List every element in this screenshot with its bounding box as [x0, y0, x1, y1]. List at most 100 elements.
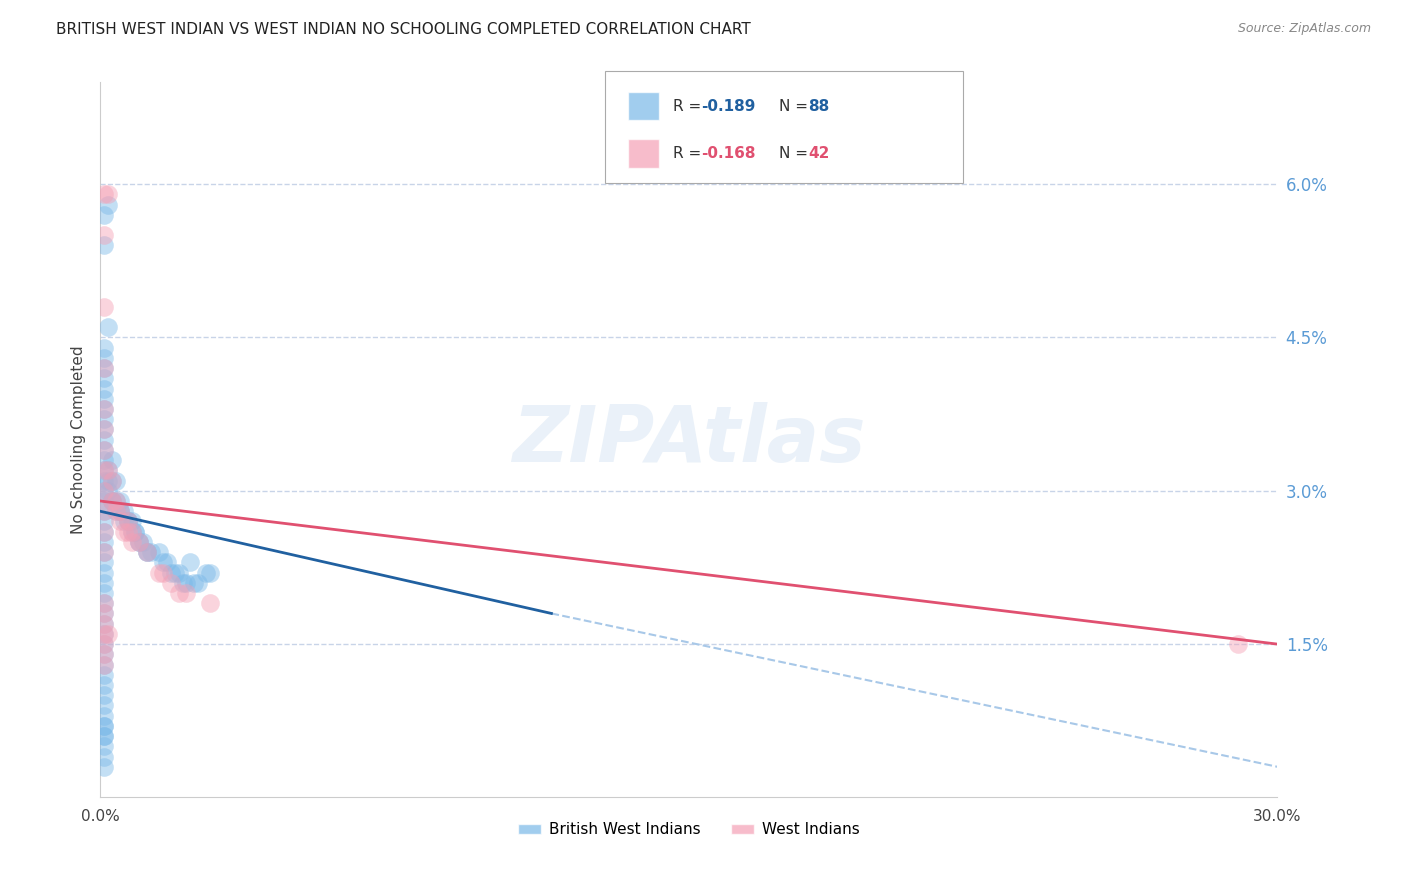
Point	[159, 575, 181, 590]
Point	[93, 616, 115, 631]
Point	[148, 545, 170, 559]
Point	[112, 515, 135, 529]
Text: 42: 42	[808, 146, 830, 161]
Point	[93, 392, 115, 406]
Point	[93, 483, 115, 498]
Point	[198, 566, 221, 580]
Point	[187, 575, 209, 590]
Point	[93, 688, 115, 702]
Point	[93, 453, 115, 467]
Legend: British West Indians, West Indians: British West Indians, West Indians	[512, 816, 866, 844]
Point	[93, 637, 115, 651]
Point	[93, 535, 115, 549]
Text: R =: R =	[673, 146, 707, 161]
Point	[136, 545, 159, 559]
Point	[198, 596, 221, 610]
Point	[117, 515, 139, 529]
Point	[93, 545, 115, 559]
Point	[152, 555, 174, 569]
Point	[195, 566, 218, 580]
Point	[128, 535, 150, 549]
Point	[93, 545, 115, 559]
Point	[93, 627, 115, 641]
Point	[128, 535, 150, 549]
Point	[121, 535, 143, 549]
Point	[112, 524, 135, 539]
Point	[104, 504, 127, 518]
Point	[93, 708, 115, 723]
Point	[156, 555, 179, 569]
Text: BRITISH WEST INDIAN VS WEST INDIAN NO SCHOOLING COMPLETED CORRELATION CHART: BRITISH WEST INDIAN VS WEST INDIAN NO SC…	[56, 22, 751, 37]
Point	[93, 442, 115, 457]
Point	[93, 341, 115, 355]
Point	[101, 474, 124, 488]
Point	[93, 474, 115, 488]
Point	[93, 228, 115, 243]
Point	[93, 586, 115, 600]
Point	[93, 238, 115, 252]
Point	[97, 463, 120, 477]
Point	[93, 371, 115, 385]
Text: N =: N =	[779, 146, 813, 161]
Point	[93, 422, 115, 436]
Point	[93, 412, 115, 426]
Point	[93, 494, 115, 508]
Point	[93, 648, 115, 662]
Point	[121, 524, 143, 539]
Text: -0.189: -0.189	[702, 99, 756, 113]
Point	[93, 760, 115, 774]
Point	[93, 442, 115, 457]
Text: R =: R =	[673, 99, 707, 113]
Point	[93, 351, 115, 365]
Point	[101, 494, 124, 508]
Point	[124, 524, 146, 539]
Point	[93, 596, 115, 610]
Point	[93, 402, 115, 417]
Point	[112, 504, 135, 518]
Point	[163, 566, 186, 580]
Point	[93, 208, 115, 222]
Point	[97, 187, 120, 202]
Point	[93, 504, 115, 518]
Point	[108, 494, 131, 508]
Text: Source: ZipAtlas.com: Source: ZipAtlas.com	[1237, 22, 1371, 36]
Point	[97, 197, 120, 211]
Text: -0.168: -0.168	[702, 146, 756, 161]
Point	[93, 422, 115, 436]
Point	[121, 524, 143, 539]
Point	[124, 524, 146, 539]
Point	[159, 566, 181, 580]
Point	[93, 678, 115, 692]
Point	[108, 515, 131, 529]
Point	[101, 474, 124, 488]
Point	[176, 586, 198, 600]
Point	[108, 504, 131, 518]
Point	[104, 494, 127, 508]
Text: ZIPAtlas: ZIPAtlas	[512, 401, 866, 478]
Point	[132, 535, 155, 549]
Point	[108, 504, 131, 518]
Point	[139, 545, 162, 559]
Point	[1227, 637, 1250, 651]
Point	[93, 627, 115, 641]
Point	[117, 515, 139, 529]
Point	[108, 504, 131, 518]
Text: N =: N =	[779, 99, 813, 113]
Point	[117, 524, 139, 539]
Point	[93, 596, 115, 610]
Point	[93, 739, 115, 754]
Point	[176, 575, 198, 590]
Point	[97, 463, 120, 477]
Point	[93, 607, 115, 621]
Y-axis label: No Schooling Completed: No Schooling Completed	[72, 345, 86, 534]
Point	[136, 545, 159, 559]
Point	[93, 483, 115, 498]
Point	[93, 575, 115, 590]
Point	[93, 300, 115, 314]
Point	[93, 515, 115, 529]
Point	[172, 575, 194, 590]
Point	[93, 524, 115, 539]
Point	[128, 535, 150, 549]
Point	[167, 586, 190, 600]
Point	[101, 494, 124, 508]
